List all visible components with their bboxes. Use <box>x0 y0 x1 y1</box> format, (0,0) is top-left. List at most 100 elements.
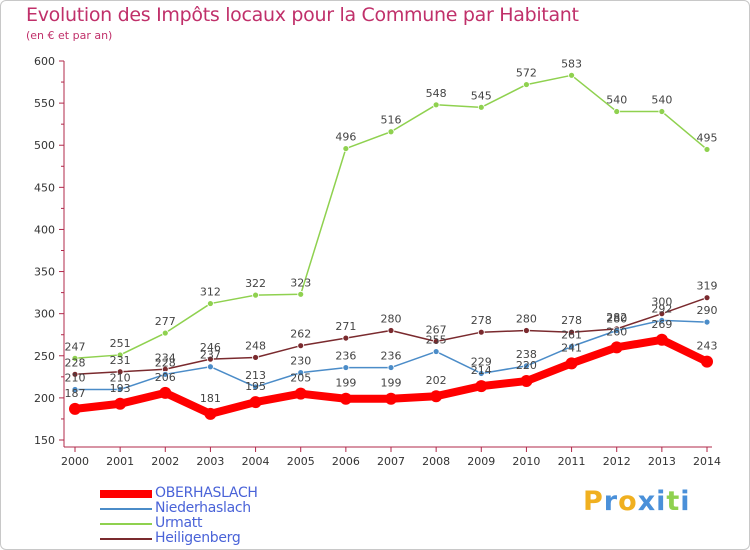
data-label-urmatt: 496 <box>335 131 356 144</box>
data-label-niederhaslach: 230 <box>290 355 311 368</box>
y-tick-label: 300 <box>34 308 55 321</box>
data-label-urmatt: 312 <box>200 286 221 299</box>
data-label-niederhaslach: 292 <box>651 302 672 315</box>
logo-letter: t <box>666 486 681 517</box>
data-point-heiligenberg <box>432 338 440 345</box>
data-point-heiligenberg <box>116 368 124 376</box>
legend-swatch <box>100 490 152 498</box>
data-point-niederhaslach <box>658 317 666 324</box>
x-tick-label: 2005 <box>287 455 315 468</box>
data-point-niederhaslach <box>342 364 350 371</box>
data-point-niederhaslach <box>207 363 214 371</box>
data-label-niederhaslach: 228 <box>155 356 176 369</box>
data-point-oberhaslach <box>610 341 623 354</box>
data-point-oberhaslach <box>249 396 262 409</box>
y-tick-label: 400 <box>34 223 55 236</box>
data-label-heiligenberg: 262 <box>290 328 311 341</box>
data-point-oberhaslach <box>159 386 172 399</box>
x-tick-label: 2014 <box>693 455 721 468</box>
data-label-urmatt: 540 <box>606 94 627 107</box>
data-point-heiligenberg <box>477 328 485 336</box>
logo-letter: r <box>603 486 619 517</box>
data-point-urmatt <box>658 108 666 115</box>
data-label-oberhaslach: 187 <box>65 387 86 400</box>
data-label-oberhaslach: 206 <box>155 371 176 384</box>
data-label-heiligenberg: 248 <box>245 339 266 352</box>
data-point-urmatt <box>71 354 79 362</box>
data-point-heiligenberg <box>387 327 395 334</box>
logo-letter: i <box>680 486 691 517</box>
data-point-oberhaslach <box>294 387 307 400</box>
legend-swatch <box>100 523 152 525</box>
data-point-oberhaslach <box>385 392 397 405</box>
data-point-oberhaslach <box>114 397 127 410</box>
data-point-niederhaslach <box>613 327 621 334</box>
data-point-heiligenberg <box>252 354 259 361</box>
y-tick-label: 600 <box>34 55 55 68</box>
data-point-urmatt <box>207 300 214 307</box>
data-point-heiligenberg <box>703 294 711 302</box>
data-point-oberhaslach <box>339 392 352 405</box>
data-point-urmatt <box>252 291 259 299</box>
data-point-urmatt <box>523 81 530 88</box>
data-label-oberhaslach: 195 <box>245 380 266 393</box>
y-tick-label: 200 <box>34 392 55 405</box>
x-tick-label: 2012 <box>603 455 631 468</box>
data-label-oberhaslach: 260 <box>606 325 627 338</box>
legend-swatch <box>100 538 152 540</box>
data-point-oberhaslach <box>701 355 713 368</box>
data-label-oberhaslach: 193 <box>110 382 131 395</box>
data-point-urmatt <box>568 71 575 79</box>
data-point-niederhaslach <box>297 369 305 377</box>
data-point-oberhaslach <box>655 333 668 346</box>
data-label-oberhaslach: 202 <box>426 374 447 387</box>
data-label-niederhaslach: 236 <box>381 350 402 363</box>
data-label-heiligenberg: 246 <box>200 341 221 354</box>
data-label-urmatt: 323 <box>290 276 311 289</box>
data-point-niederhaslach <box>523 362 530 370</box>
x-tick-label: 2004 <box>242 455 270 468</box>
data-point-urmatt <box>297 290 305 298</box>
logo-letter: P <box>583 486 604 517</box>
data-label-heiligenberg: 280 <box>381 313 402 326</box>
data-point-niederhaslach <box>161 370 169 378</box>
legend-swatch <box>100 508 152 510</box>
y-tick-label: 150 <box>34 434 55 447</box>
data-label-niederhaslach: 290 <box>697 304 718 317</box>
data-point-urmatt <box>116 351 124 359</box>
data-point-urmatt <box>161 329 169 337</box>
data-point-urmatt <box>432 101 440 109</box>
logo-letter: i <box>656 486 667 517</box>
data-label-heiligenberg: 231 <box>110 354 131 367</box>
data-label-oberhaslach: 199 <box>335 377 356 390</box>
data-label-niederhaslach: 229 <box>471 355 492 368</box>
logo-letter: o <box>618 486 638 517</box>
x-tick-label: 2010 <box>512 455 540 468</box>
x-tick-label: 2001 <box>106 455 134 468</box>
chart-title: Evolution des Impôts locaux pour la Comm… <box>26 4 579 26</box>
data-label-urmatt: 277 <box>155 315 176 328</box>
legend-label: OBERHASLACH <box>155 485 258 501</box>
data-point-heiligenberg <box>658 310 666 318</box>
data-label-oberhaslach: 205 <box>290 372 311 385</box>
x-tick-label: 2009 <box>467 455 495 468</box>
x-tick-label: 2011 <box>558 455 586 468</box>
data-label-niederhaslach: 261 <box>561 329 582 342</box>
x-tick-label: 2013 <box>648 455 676 468</box>
data-label-niederhaslach: 238 <box>516 348 537 361</box>
data-label-niederhaslach: 210 <box>110 371 131 384</box>
data-point-niederhaslach <box>71 386 79 393</box>
data-point-oberhaslach <box>69 402 81 415</box>
logo-letter: x <box>637 486 657 517</box>
data-label-urmatt: 583 <box>561 57 582 70</box>
data-point-heiligenberg <box>297 342 305 350</box>
data-point-heiligenberg <box>523 327 530 334</box>
x-tick-label: 2003 <box>196 455 224 468</box>
data-point-urmatt <box>342 145 350 152</box>
data-point-urmatt <box>387 128 395 136</box>
data-label-urmatt: 548 <box>426 87 447 100</box>
data-point-niederhaslach <box>703 318 711 326</box>
data-label-oberhaslach: 199 <box>381 377 402 390</box>
data-label-urmatt: 247 <box>65 340 86 353</box>
